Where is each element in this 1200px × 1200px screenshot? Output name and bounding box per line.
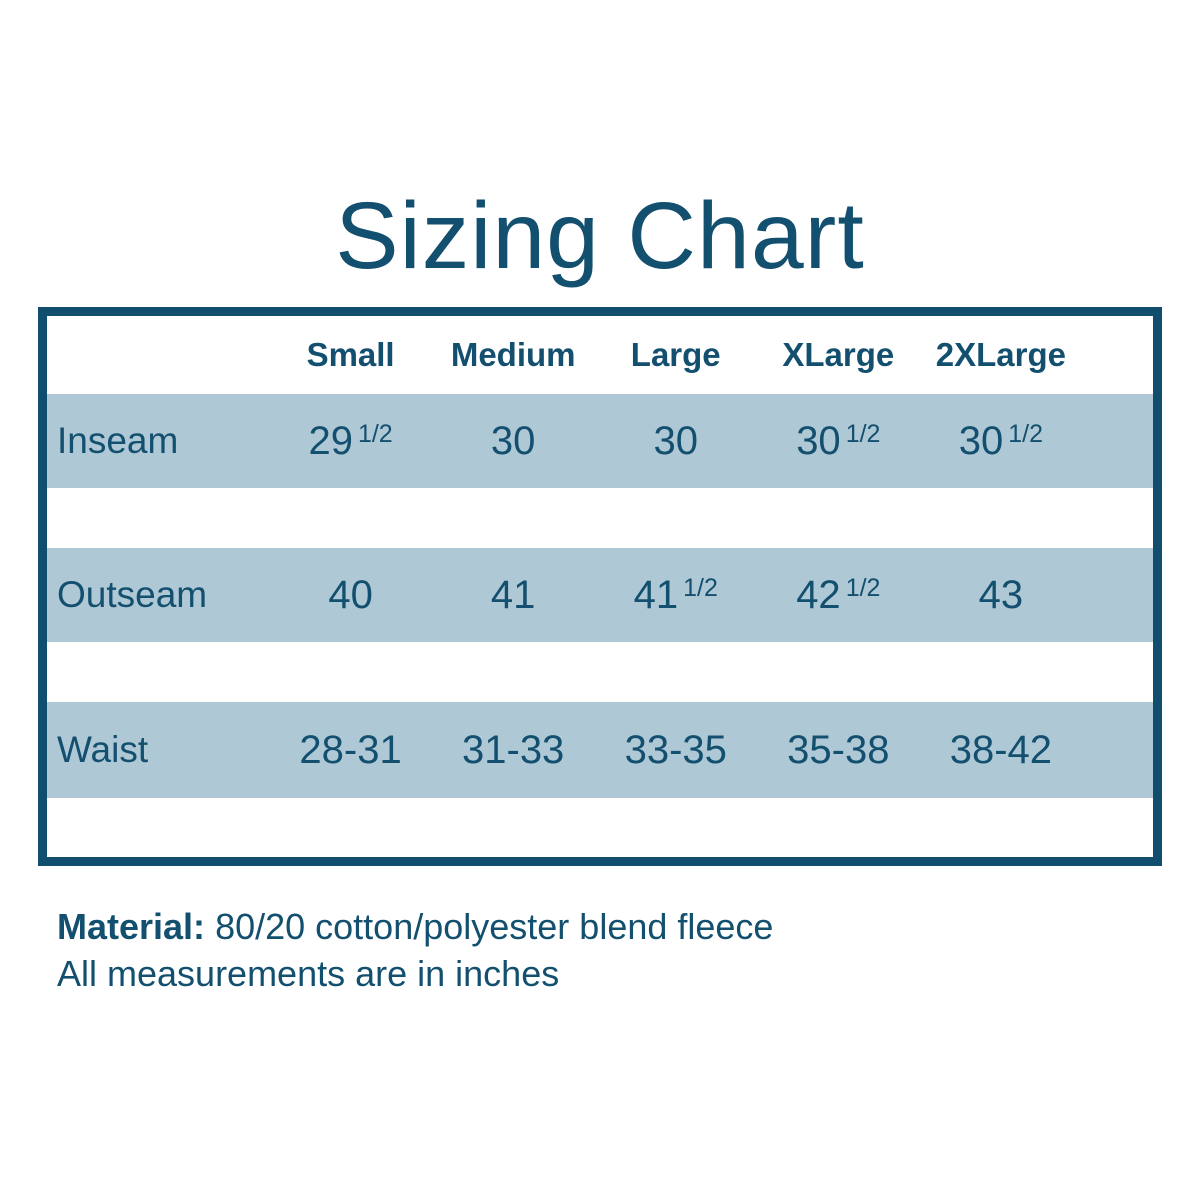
cell-value: 30 — [653, 418, 698, 463]
table-body: Inseam 29 1/2 30 30 30 1/2 30 1/2 Outseam 40 41 41 1/… — [47, 394, 1153, 798]
table-cell: 30 — [594, 419, 757, 464]
table-cell: 42 1/2 — [757, 573, 920, 618]
table-row: Inseam 29 1/2 30 30 30 1/2 30 1/2 — [47, 394, 1153, 488]
column-header-medium: Medium — [450, 336, 576, 373]
sizing-table: Small Medium Large XLarge 2XLarge Inseam… — [38, 307, 1162, 866]
cell-fraction: 1/2 — [683, 573, 718, 602]
cell-fraction: 1/2 — [845, 419, 881, 448]
table-cell: 38-42 — [920, 728, 1083, 773]
column-header-xlarge: XLarge — [782, 336, 895, 373]
cell-value: 40 — [328, 572, 373, 617]
cell-value: 31-33 — [462, 727, 565, 772]
row-label: Outseam — [57, 574, 208, 615]
material-value: 80/20 cotton/polyester blend fleece — [215, 906, 774, 947]
cell-value: 42 — [796, 572, 841, 617]
column-header-small: Small — [306, 336, 395, 373]
cell-value: 41 — [490, 572, 536, 617]
table-cell: 30 — [432, 419, 595, 464]
cell-value: 35-38 — [787, 727, 890, 772]
table-row: Outseam 40 41 41 1/2 42 1/2 43 — [47, 548, 1153, 642]
cell-fraction: 1/2 — [1008, 419, 1044, 448]
table-cell: 30 1/2 — [920, 419, 1083, 464]
table-cell: 41 — [432, 573, 595, 618]
table-header-row: Small Medium Large XLarge 2XLarge — [47, 316, 1153, 394]
table-cell: 31-33 — [432, 728, 595, 773]
cell-value: 28-31 — [299, 727, 402, 772]
table-cell: 33-35 — [594, 728, 757, 773]
cell-value: 38-42 — [949, 727, 1053, 772]
cell-value: 30 — [958, 418, 1004, 463]
cell-value: 30 — [796, 418, 841, 463]
page-title: Sizing Chart — [335, 183, 865, 289]
table-cell: 30 1/2 — [757, 419, 920, 464]
row-label: Inseam — [57, 420, 179, 461]
cell-fraction: 1/2 — [357, 419, 393, 448]
cell-value: 43 — [978, 572, 1024, 617]
row-separator — [47, 488, 1153, 548]
row-separator — [47, 642, 1153, 702]
measurements-note: All measurements are in inches — [57, 953, 560, 994]
cell-value: 41 — [633, 572, 679, 617]
table-cell: 29 1/2 — [269, 419, 432, 464]
table-row: Waist 28-31 31-33 33-35 35-38 38-42 — [47, 702, 1153, 798]
cell-value: 29 — [308, 418, 353, 463]
row-label: Waist — [57, 729, 149, 770]
material-label: Material: — [57, 906, 206, 947]
table-cell: 43 — [920, 573, 1083, 618]
table-cell: 40 — [269, 573, 432, 618]
cell-value: 30 — [490, 418, 536, 463]
material-line: Material: 80/20 cotton/polyester blend f… — [57, 903, 773, 950]
column-header-2xlarge: 2XLarge — [935, 336, 1067, 373]
table-cell: 41 1/2 — [594, 573, 757, 618]
table-cell: 35-38 — [757, 728, 920, 773]
table-cell: 28-31 — [269, 728, 432, 773]
footer-notes: Material: 80/20 cotton/polyester blend f… — [57, 903, 773, 997]
cell-fraction: 1/2 — [845, 573, 881, 602]
column-header-large: Large — [630, 336, 721, 373]
cell-value: 33-35 — [624, 727, 727, 772]
